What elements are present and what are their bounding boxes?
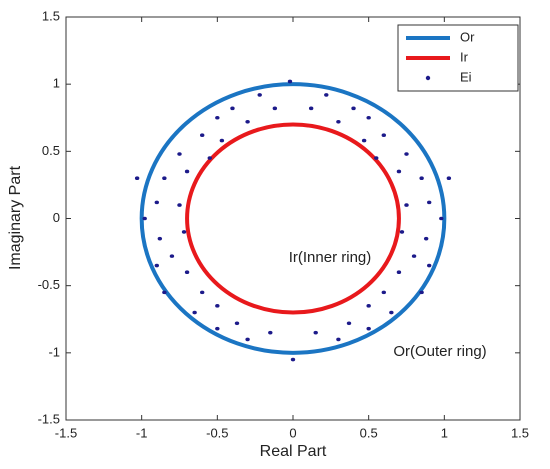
point: [313, 330, 318, 335]
point: [404, 203, 409, 207]
point: [162, 290, 167, 295]
point: [142, 216, 147, 221]
annotation: Or(Outer ring): [393, 343, 486, 360]
y-axis-label: Imaginary Part: [7, 165, 24, 270]
x-tick-label: -0.5: [206, 425, 228, 440]
point: [446, 176, 452, 180]
point: [366, 115, 371, 120]
point: [396, 169, 402, 174]
point: [427, 263, 432, 268]
y-tick-label: -0.5: [38, 277, 60, 292]
point: [177, 152, 182, 156]
ring: [139, 82, 447, 355]
x-tick-label: 0: [289, 425, 296, 440]
point: [257, 93, 262, 97]
x-tick-label: 1: [441, 425, 448, 440]
point: [399, 230, 405, 234]
point: [423, 236, 429, 241]
point: [207, 156, 212, 160]
point: [336, 337, 341, 342]
legend-label: Or: [460, 29, 475, 44]
legend-label: Ir: [460, 49, 469, 64]
point: [184, 169, 190, 174]
point: [200, 290, 205, 295]
legend-swatch: [425, 75, 431, 81]
point: [215, 304, 220, 308]
x-tick-label: -1: [136, 425, 148, 440]
point: [419, 290, 424, 295]
point: [287, 79, 293, 84]
point: [234, 321, 240, 326]
point: [366, 326, 371, 331]
point: [268, 330, 273, 335]
point: [162, 176, 167, 180]
point: [336, 119, 341, 124]
point: [169, 254, 175, 258]
point: [272, 106, 278, 111]
point: [230, 106, 235, 111]
y-tick-label: -1.5: [38, 411, 60, 426]
point: [245, 119, 250, 124]
ring: [185, 122, 401, 315]
y-tick-label: 1.5: [42, 8, 60, 23]
point: [245, 337, 250, 342]
point: [427, 200, 432, 205]
point: [134, 176, 140, 180]
point: [192, 310, 197, 315]
x-tick-label: 1.5: [511, 425, 529, 440]
point: [215, 326, 220, 331]
point: [351, 106, 356, 111]
point: [374, 156, 379, 160]
point: [404, 152, 409, 156]
y-tick-label: 0: [53, 210, 60, 225]
point: [411, 254, 417, 258]
legend-label: Ei: [460, 69, 472, 84]
x-tick-label: 0.5: [360, 425, 378, 440]
point: [366, 304, 371, 308]
y-tick-label: 1: [53, 76, 60, 91]
point: [184, 270, 190, 275]
point: [361, 138, 367, 143]
point: [219, 138, 225, 143]
annotation: Ir(Inner ring): [289, 249, 372, 266]
point: [324, 93, 329, 97]
point: [389, 310, 394, 315]
y-tick-label: 0.5: [42, 143, 60, 158]
point: [154, 263, 159, 268]
point: [419, 176, 424, 180]
x-axis-label: Real Part: [260, 443, 327, 460]
point: [396, 270, 402, 275]
point: [381, 133, 386, 138]
point: [181, 230, 187, 234]
point: [346, 321, 352, 326]
x-tick-label: -1.5: [55, 425, 77, 440]
point: [215, 115, 220, 120]
point: [439, 216, 444, 221]
point: [157, 236, 163, 241]
point: [308, 106, 314, 111]
point: [177, 203, 182, 207]
point: [290, 357, 296, 362]
point: [381, 290, 386, 295]
y-tick-label: -1: [48, 344, 60, 359]
point: [154, 200, 159, 205]
point: [200, 133, 205, 138]
